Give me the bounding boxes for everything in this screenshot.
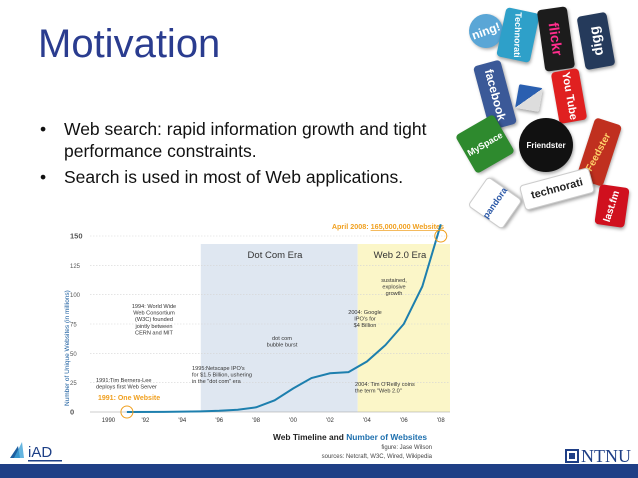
start-marker (120, 405, 134, 419)
one-website-annotation: 1991: One Website (98, 395, 160, 402)
y-tick-label: 25 (70, 381, 77, 387)
youtube-logo-icon: You Tube (550, 67, 588, 125)
annotation-line: the term "Web 2.0" (355, 389, 402, 395)
logo-label: last.fm (601, 188, 623, 224)
annotation-line: dot com (272, 336, 292, 342)
x-tick-label: '94 (178, 418, 186, 424)
bullet-icon: • (40, 167, 47, 187)
annotation-line: IPO's for (354, 317, 376, 323)
ntnu-logo-text: NTNU (581, 446, 631, 466)
annotation-line: bubble burst (267, 343, 298, 349)
flickr-logo-icon: flickr (536, 6, 576, 72)
y-tick-label: 100 (70, 293, 81, 299)
digg-logo-icon: digg (576, 11, 616, 71)
x-tick-label: '00 (289, 418, 297, 424)
footer-bar (0, 464, 638, 478)
era-label-web2: Web 2.0 Era (374, 250, 427, 261)
chart-headline: April 2008: 165,000,000 Websites (332, 222, 444, 231)
era-band (357, 244, 450, 412)
logo-label: flickr (545, 21, 567, 57)
ntnu-logo: NTNU (565, 446, 631, 467)
bullet-list: • Web search: rapid information growth a… (40, 118, 460, 192)
annotation-line: 1991:Tim Berners-Lee (96, 378, 151, 384)
iad-logo-icon: iAD (10, 442, 62, 462)
annotation-line: 1994: World Wide (132, 304, 176, 310)
y-tick-label: 150 (70, 232, 83, 241)
x-tick-label: '96 (215, 418, 223, 424)
x-tick-label: '98 (252, 418, 260, 424)
annotation-w3c: 1994: World Wide Web Consortium (W3C) foun… (132, 304, 176, 336)
end-marker (434, 229, 448, 243)
annotation-berners-lee: 1991:Tim Berners-Lee deploys first Web Se… (96, 378, 157, 391)
logo-label: Technorati (512, 12, 524, 58)
annotation-line: deploys first Web Server (96, 385, 157, 391)
y-tick-label: 125 (70, 264, 81, 270)
y-tick-label: 50 (70, 352, 77, 358)
series-line (126, 224, 442, 413)
y-axis-label: Number of Unique Websites (in millions) (64, 290, 71, 406)
x-tick-label: '04 (363, 418, 371, 424)
logo-label: technorati (529, 176, 585, 202)
logo-label: ning! (469, 19, 503, 43)
annotation-line: 1995:Netscape IPO's (192, 366, 245, 372)
web-timeline-chart: April 2008: 165,000,000 Websites Dot Com… (64, 222, 450, 460)
x-axis-label: Web Timeline and Number of Websites (273, 432, 427, 442)
annotation-oreilly: 2004: Tim O'Reilly coins the term "Web 2.… (355, 382, 415, 395)
annotation-netscape: 1995:Netscape IPO's for $1.5 Billion, ush… (192, 366, 252, 385)
logo-label: Feedster (584, 131, 614, 173)
bullet-item: • Search is used in most of Web applicat… (40, 166, 460, 188)
annotation-sustained: sustained, explosive growth (381, 278, 407, 297)
iad-logo-text: iAD (28, 444, 52, 461)
annotation-line: Web Consortium (133, 311, 175, 317)
technorati-logo-icon: Technorati (496, 7, 540, 63)
logo-label: digg (585, 25, 607, 57)
annotation-line: in the "dot com" era (192, 379, 242, 385)
bullet-text: Web search: rapid information growth and… (64, 119, 427, 161)
annotation-google: 2004: Google IPO's for $4 Billion (348, 310, 382, 329)
annotation-line: jointly between (134, 324, 172, 330)
annotation-line: 2004: Google (348, 310, 382, 316)
logo-label: pandora (480, 185, 510, 221)
logo-label: facebook (481, 67, 509, 123)
bullet-icon: • (40, 119, 47, 139)
web2-logo-collage: ning! Technorati flickr digg facebook Yo… (455, 0, 638, 235)
delicious-logo-icon (515, 84, 543, 112)
friendster-logo-icon: Friendster (519, 118, 573, 172)
logo-label: MySpace (465, 129, 505, 159)
y-tick-label: 75 (70, 323, 77, 329)
annotation-line: growth (386, 291, 403, 297)
y-tick-label: 0 (70, 408, 74, 417)
annotation-bubble: dot com bubble burst (267, 336, 298, 349)
era-band (200, 244, 358, 412)
technorati-text-logo-icon: technorati (518, 167, 596, 211)
x-tick-label: '02 (326, 418, 334, 424)
x-tick-label: '92 (141, 418, 149, 424)
annotation-line: explosive (382, 285, 405, 291)
bullet-item: • Web search: rapid information growth a… (40, 118, 460, 162)
annotation-line: $4 Billion (354, 323, 377, 329)
pandora-logo-icon: pandora (467, 176, 523, 230)
logo-label: Friendster (526, 140, 566, 150)
slide-title: Motivation (38, 22, 221, 66)
logo-label: You Tube (558, 71, 580, 121)
annotation-line: sustained, (381, 278, 407, 284)
ntnu-emblem-icon (565, 449, 579, 463)
bullet-text: Search is used in most of Web applicatio… (64, 167, 404, 187)
annotation-line: for $1.5 Billion, ushering (192, 373, 252, 379)
lastfm-logo-icon: last.fm (594, 184, 630, 228)
era-label-dotcom: Dot Com Era (248, 250, 304, 261)
annotation-line: CERN and MIT (135, 330, 174, 336)
annotation-line: 2004: Tim O'Reilly coins (355, 382, 415, 388)
x-tick-label: '06 (400, 418, 408, 424)
figure-sources: sources: Netcraft, W3C, Wired, Wikipedia (322, 454, 433, 460)
figure-credit: figure: Jase Wilson (381, 445, 432, 451)
x-tick-label: '08 (437, 418, 445, 424)
annotation-line: (W3C) founded (135, 317, 173, 323)
x-tick-label: 1990 (102, 418, 116, 424)
